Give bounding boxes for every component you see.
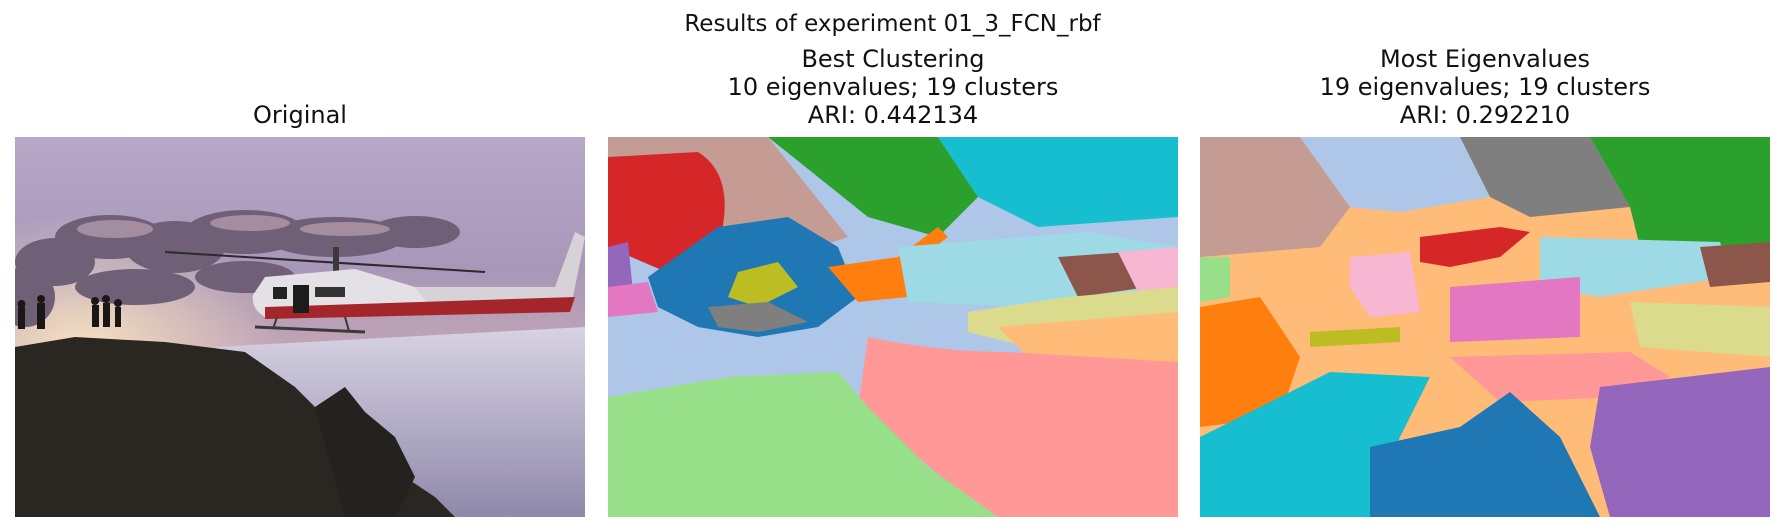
segment-tan	[1200, 137, 1350, 257]
segment-gray	[1460, 137, 1630, 217]
panel-original-title-line-1: Original	[253, 101, 347, 129]
segment-pink	[608, 282, 658, 317]
segment-pink	[1450, 277, 1580, 342]
segment-lightpink	[1350, 252, 1420, 317]
segment-cyan	[938, 137, 1178, 227]
segment-salmon	[858, 337, 1178, 517]
people-silhouettes	[17, 295, 122, 329]
panel-original-title: Original	[15, 101, 585, 129]
original-photo-svg	[15, 137, 585, 517]
segment-purple	[1590, 367, 1770, 517]
segment-red	[1420, 227, 1530, 267]
panel-most-title-line-3: ARI: 0.292210	[1399, 101, 1571, 129]
segment-green	[768, 137, 978, 237]
panel-best-title: Best Clustering 10 eigenvalues; 19 clust…	[608, 45, 1178, 129]
segment-lightolive	[1630, 302, 1770, 357]
best-clustering-map	[608, 137, 1178, 517]
segment-gray-small	[708, 302, 808, 332]
segment-lightgreen	[608, 372, 998, 517]
helicopter	[164, 232, 585, 334]
panel-best-title-line-3: ARI: 0.442134	[807, 101, 979, 129]
segment-olive	[1310, 327, 1400, 347]
cloud-highlights	[77, 215, 390, 238]
segment-lightpink	[1118, 247, 1178, 292]
snow-slope	[215, 327, 585, 517]
segment-blue	[1370, 392, 1600, 517]
segment-purple	[608, 242, 633, 297]
segment-lightorange	[998, 312, 1178, 367]
segment-green	[1590, 137, 1770, 257]
panel-most-title-line-2: 19 eigenvalues; 19 clusters	[1319, 73, 1651, 101]
panel-most-title: Most Eigenvalues 19 eigenvalues; 19 clus…	[1200, 45, 1770, 129]
most-eigenvalues-map	[1200, 137, 1770, 517]
segment-brown	[1700, 242, 1770, 287]
segment-lightblue	[1300, 137, 1490, 212]
tree	[315, 387, 415, 517]
figure-title: Results of experiment 01_3_FCN_rbf	[684, 11, 1101, 37]
panel-best-title-line-2: 10 eigenvalues; 19 clusters	[727, 73, 1059, 101]
best-clustering-svg	[608, 137, 1178, 517]
segment-orange	[1200, 297, 1300, 427]
original-image	[15, 137, 585, 517]
segment-lightgreen	[1200, 257, 1230, 302]
panel-best-title-line-1: Best Clustering	[801, 45, 985, 73]
panel-most-title-line-1: Most Eigenvalues	[1379, 45, 1591, 73]
most-eigenvalues-svg	[1200, 137, 1770, 517]
segment-lightcyan	[1540, 237, 1730, 297]
segment-olive	[728, 262, 798, 307]
